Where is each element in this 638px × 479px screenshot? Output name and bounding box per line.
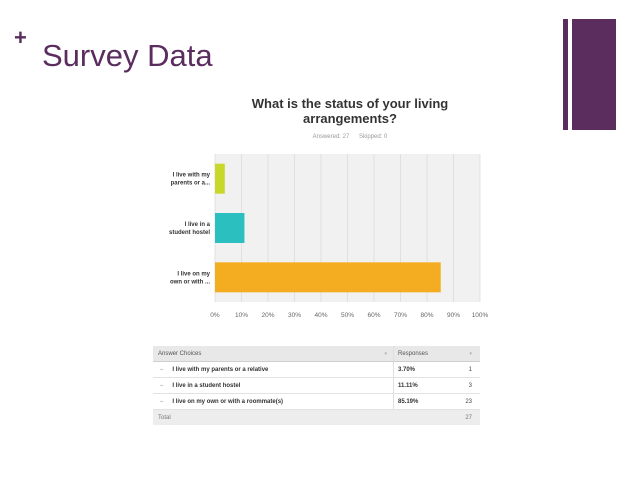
skipped-count: Skipped: 0	[359, 134, 388, 140]
chart-title: What is the status of your living arrang…	[210, 96, 490, 126]
bar	[215, 163, 225, 194]
x-tick-label: 0%	[210, 312, 220, 319]
responses-header[interactable]: Responses	[393, 346, 443, 361]
sort-caret-icon: ▾	[384, 350, 387, 357]
x-tick-label: 20%	[261, 312, 274, 319]
decorative-bar-thick	[572, 19, 616, 130]
x-tick-label: 80%	[420, 312, 433, 319]
response-count: 3	[468, 382, 472, 389]
chart-title-line-2: arrangements?	[303, 111, 397, 126]
answer-choice: I live with my parents or a relative	[172, 366, 269, 373]
total-count: 27	[465, 414, 472, 421]
answer-choices-header[interactable]: Answer Choices ▾	[158, 350, 387, 357]
total-label: Total	[158, 414, 171, 421]
x-tick-label: 90%	[447, 312, 460, 319]
row-marker-icon: –	[160, 398, 164, 405]
x-tick-label: 60%	[367, 312, 380, 319]
x-tick-label: 100%	[472, 312, 489, 319]
x-tick-label: 40%	[314, 312, 327, 319]
bar	[215, 213, 245, 243]
y-category-label: I live in a student hostel	[169, 222, 211, 236]
response-percent: 11.11%	[393, 378, 443, 393]
plus-icon: +	[14, 25, 27, 50]
row-marker-icon: –	[160, 382, 164, 389]
y-category-label: I live with my parents or a...	[171, 173, 211, 187]
response-count: 1	[468, 366, 472, 373]
response-percent: 3.70%	[393, 362, 443, 377]
answer-choice: I live in a student hostel	[172, 382, 241, 389]
y-category-label: I live on my own or with ...	[170, 271, 211, 285]
response-percent: 85.19%	[393, 394, 443, 409]
bar	[215, 262, 441, 293]
table-header: Answer Choices ▾ Responses ▾	[153, 346, 480, 362]
chart-title-line-1: What is the status of your living	[251, 96, 449, 111]
bar-chart: 0% 10% 20% 30% 40% 50% 60% 70% 80% 90% 100% I live …	[169, 154, 489, 319]
x-tick-label: 50%	[341, 312, 354, 319]
table-footer: Total 27	[153, 410, 480, 425]
answered-count: Answered: 27	[312, 134, 350, 140]
table-row: – I live with my parents or a relative 3.…	[153, 362, 480, 378]
responses-table: Answer Choices ▾ Responses ▾ – I live wit…	[153, 346, 480, 425]
answer-choice: I live on my own or with a roommate(s)	[172, 398, 284, 405]
x-tick-label: 30%	[288, 312, 301, 319]
row-marker-icon: –	[160, 366, 164, 373]
table-row: – I live on my own or with a roommate(s) …	[153, 394, 480, 410]
responses-header-sort[interactable]: ▾	[443, 346, 480, 361]
table-row: – I live in a student hostel 11.11% 3	[153, 378, 480, 394]
x-tick-label: 10%	[235, 312, 248, 319]
response-count: 23	[465, 398, 472, 405]
x-tick-label: 70%	[394, 312, 407, 319]
chart-meta: Answered: 27 Skipped: 0	[210, 134, 490, 140]
sort-caret-icon: ▾	[469, 350, 472, 357]
decorative-bar-thin	[563, 19, 568, 130]
slide-title: Survey Data	[42, 38, 213, 73]
